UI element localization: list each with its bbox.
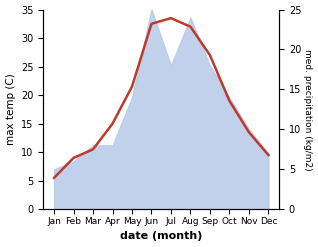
Y-axis label: max temp (C): max temp (C): [5, 74, 16, 145]
X-axis label: date (month): date (month): [120, 231, 203, 242]
Y-axis label: med. precipitation (kg/m2): med. precipitation (kg/m2): [303, 49, 313, 170]
